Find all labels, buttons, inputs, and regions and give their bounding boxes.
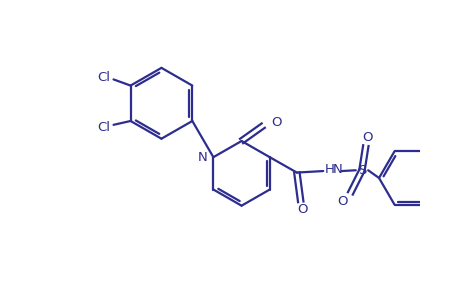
Text: S: S xyxy=(358,164,366,177)
Text: O: O xyxy=(466,171,467,184)
Text: Cl: Cl xyxy=(97,121,110,134)
Text: O: O xyxy=(337,194,348,207)
Text: Cl: Cl xyxy=(97,71,110,84)
Text: N: N xyxy=(333,163,343,176)
Text: O: O xyxy=(362,131,373,144)
Text: H: H xyxy=(325,163,334,176)
Text: O: O xyxy=(271,116,282,129)
Text: O: O xyxy=(297,203,308,216)
Text: N: N xyxy=(198,151,207,164)
